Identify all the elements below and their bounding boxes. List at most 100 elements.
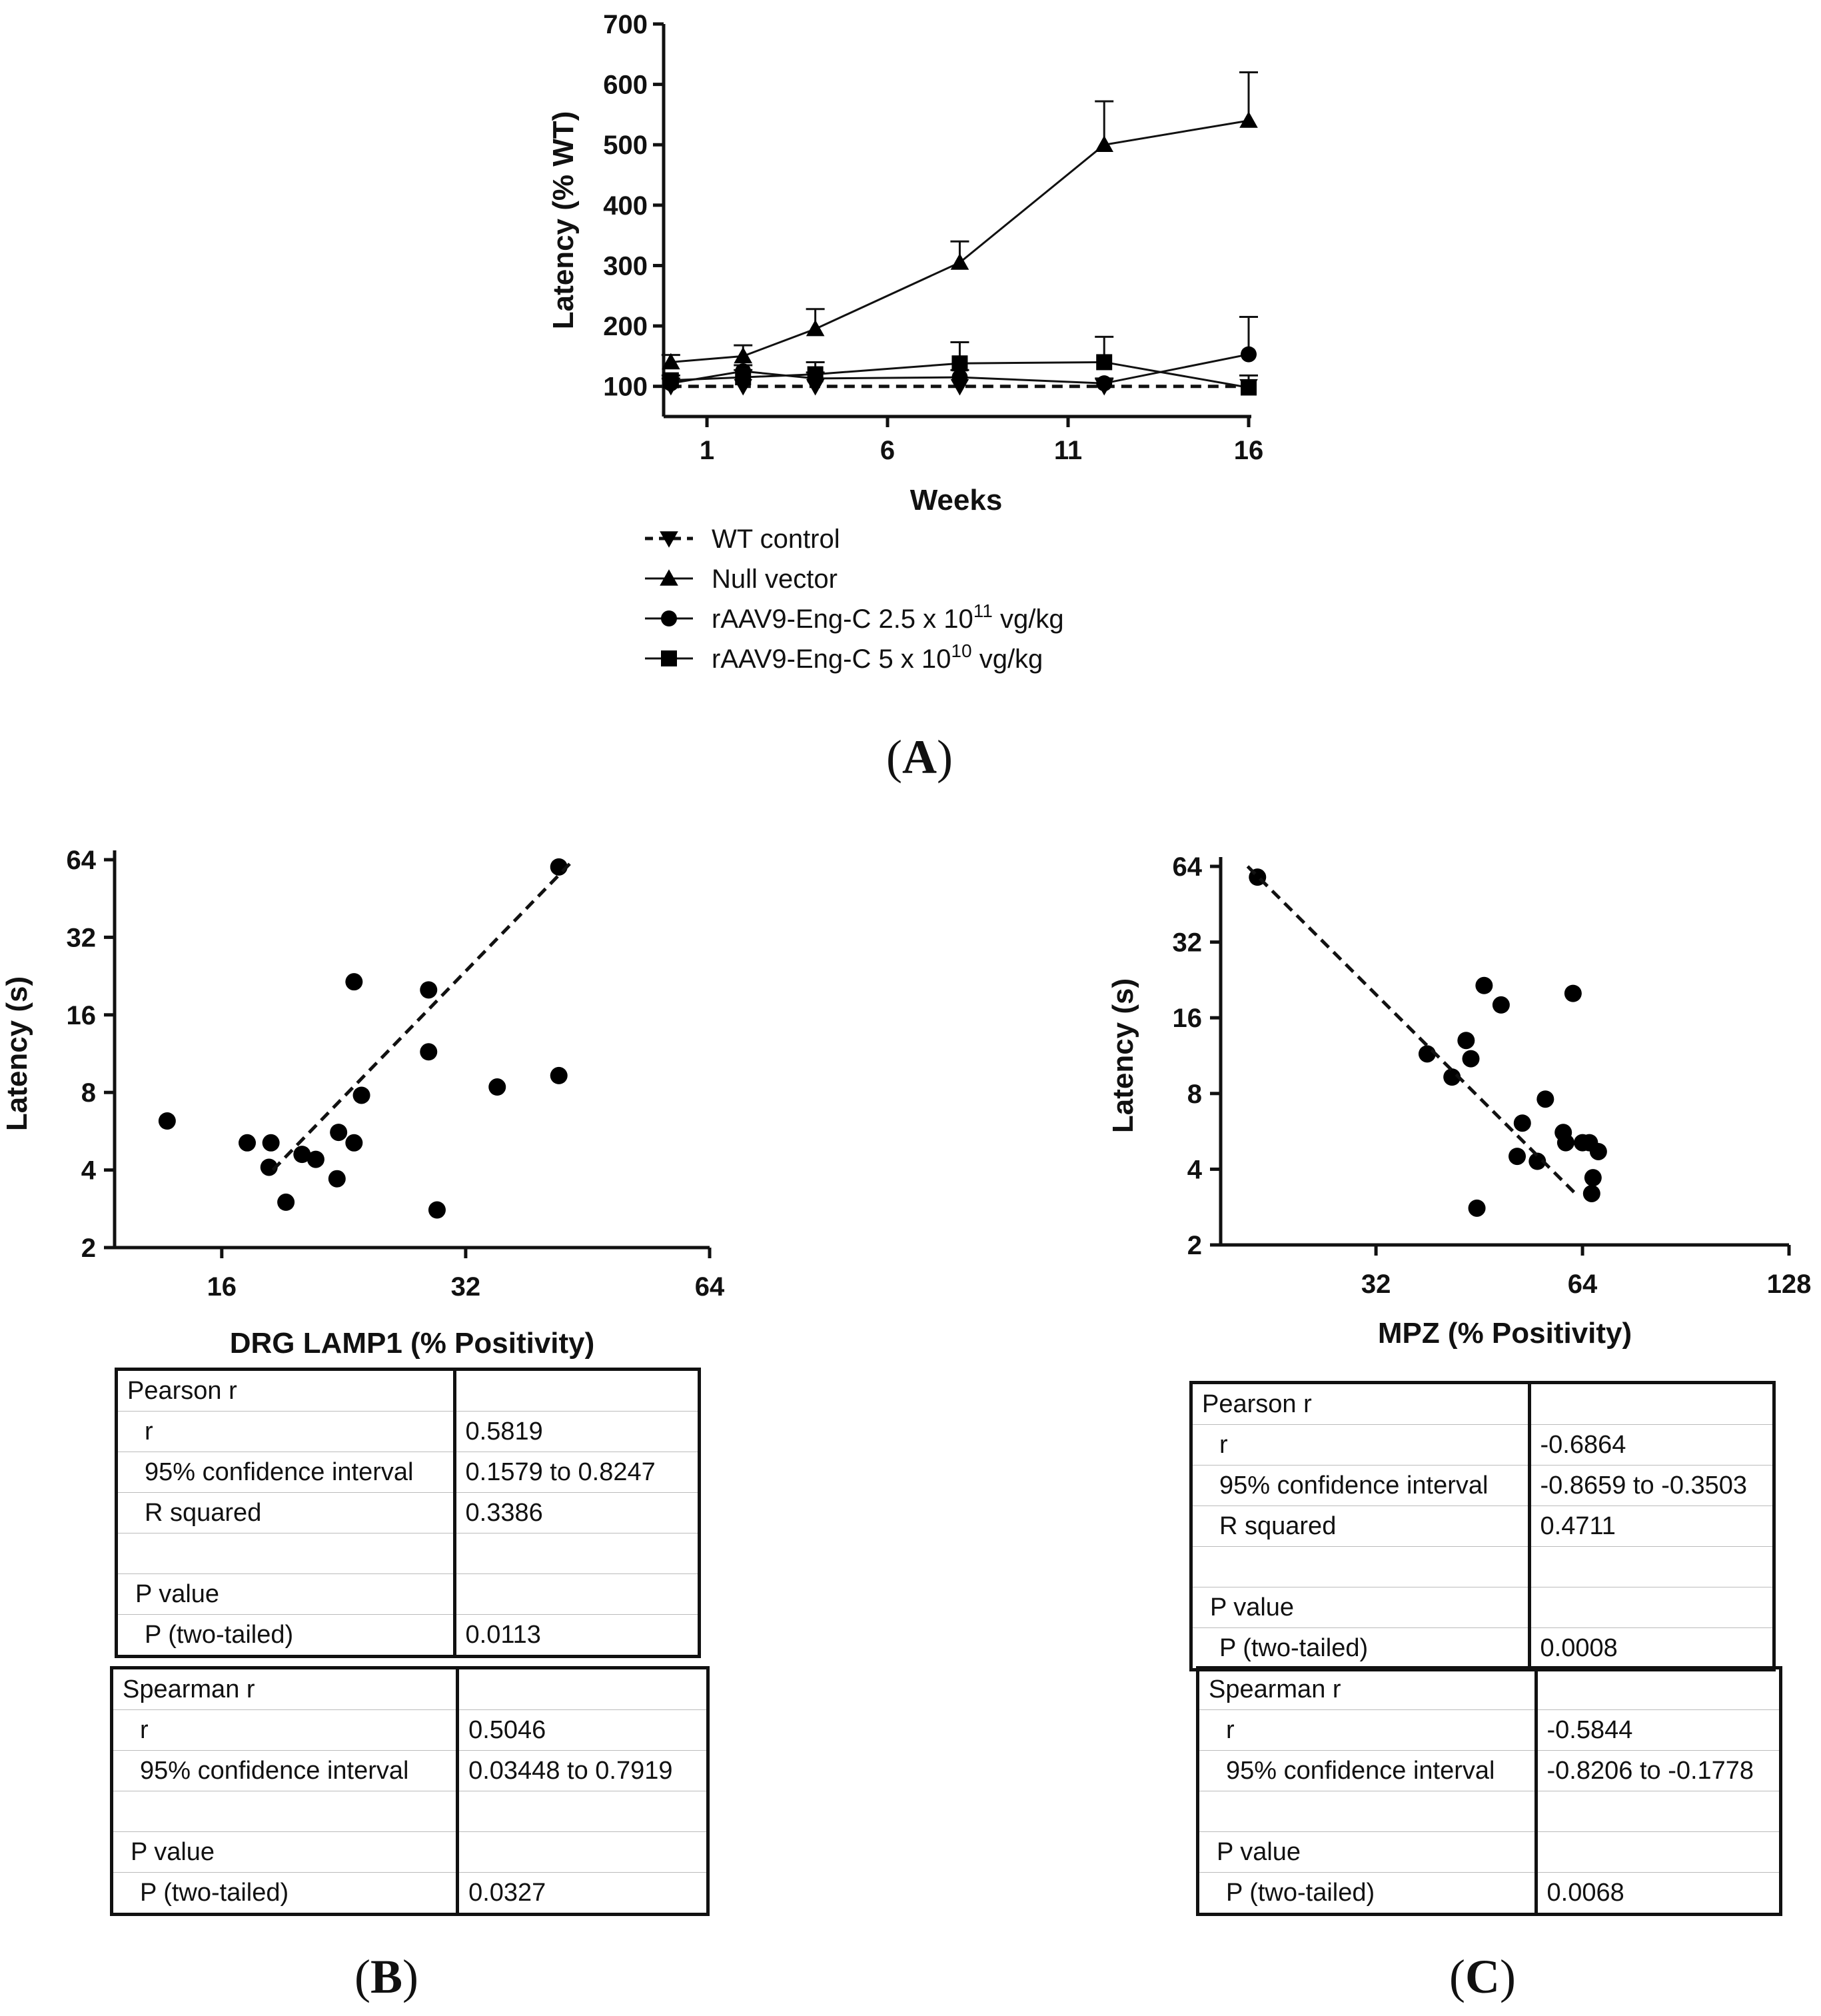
stats-label: P (two-tailed) <box>111 1872 460 1915</box>
data-point <box>428 1201 446 1219</box>
stats-row: P (two-tailed) 0.0068 <box>1197 1872 1781 1915</box>
data-point <box>1241 379 1257 396</box>
data-point <box>734 347 753 364</box>
x-tick-label-c: 128 <box>1767 1270 1812 1299</box>
data-point <box>806 319 825 337</box>
y-tick-label-a: 700 <box>603 10 648 39</box>
stats-row: P (two-tailed) 0.0008 <box>1191 1627 1774 1670</box>
stats-label <box>1197 1791 1538 1832</box>
stats-label: P value <box>111 1831 460 1873</box>
x-tick-label-a: 11 <box>1054 436 1082 465</box>
stats-value <box>1529 1383 1774 1425</box>
stats-row <box>1197 1791 1781 1832</box>
data-point <box>345 973 363 991</box>
stats-value: 0.0113 <box>454 1614 700 1657</box>
y-tick-label-b: 64 <box>67 846 97 875</box>
series-a-1 <box>661 71 1258 370</box>
stats-value: 0.5046 <box>457 1709 708 1751</box>
stats-table-b-spearman: Spearman r r 0.5046 95% confidence interval… <box>110 1666 710 1916</box>
data-point <box>1584 1169 1602 1187</box>
fit-line-b <box>271 858 575 1172</box>
data-point <box>328 1170 346 1188</box>
stats-value <box>454 1533 700 1574</box>
data-point <box>1418 1045 1436 1063</box>
data-point <box>807 366 824 383</box>
data-point <box>488 1078 506 1096</box>
x-tick-label-b: 64 <box>695 1272 725 1302</box>
panel-label-close-paren: ) <box>402 1950 418 2003</box>
data-point <box>420 1043 438 1061</box>
panel-label-open-paren: ( <box>354 1950 370 2003</box>
legend-marker-null <box>660 569 678 586</box>
stats-label: P value <box>1197 1831 1538 1873</box>
stats-row: R squared 0.4711 <box>1191 1506 1774 1547</box>
data-point <box>1513 1114 1531 1132</box>
stats-value <box>1536 1831 1781 1873</box>
stats-label: r <box>1197 1709 1538 1751</box>
y-tick-label-b: 4 <box>81 1156 97 1186</box>
data-point <box>951 369 968 386</box>
data-point <box>277 1193 295 1211</box>
data-point <box>306 1150 324 1168</box>
panel-label-close-paren: ) <box>1500 1950 1516 2003</box>
legend-label-high: rAAV9-Eng-C 2.5 x 1011 vg/kg <box>712 600 1064 634</box>
y-axis-label-a: Latency (% WT) <box>547 111 580 330</box>
stats-value <box>1536 1791 1781 1832</box>
scatter-points-c <box>1249 868 1607 1217</box>
stats-row: P value <box>1197 1831 1781 1873</box>
panel-label-letter: B <box>370 1950 402 2003</box>
data-point <box>1457 1032 1475 1050</box>
y-tick-label-c: 32 <box>1173 928 1203 958</box>
stats-label: r <box>116 1411 456 1452</box>
panel-label-open-paren: ( <box>1449 1950 1465 2003</box>
data-point <box>735 369 752 386</box>
stats-row: r -0.6864 <box>1191 1424 1774 1466</box>
panel-label-open-paren: ( <box>886 730 902 784</box>
stats-value: 0.0327 <box>457 1872 708 1915</box>
data-point <box>662 353 680 370</box>
stats-label: 95% confidence interval <box>1197 1750 1538 1791</box>
stats-value: -0.5844 <box>1536 1709 1781 1751</box>
stats-table-c-pearson: Pearson r r -0.6864 95% confidence interval… <box>1189 1381 1776 1671</box>
stats-row: P value <box>1191 1587 1774 1628</box>
legend-marker-high <box>661 610 677 626</box>
x-tick-label-b: 16 <box>207 1272 237 1302</box>
scatter-points-b <box>158 858 568 1219</box>
x-tick-label-a: 6 <box>880 436 895 465</box>
data-point <box>352 1086 370 1104</box>
stats-label: 95% confidence interval <box>1191 1465 1531 1506</box>
stats-value: 0.0008 <box>1529 1627 1774 1670</box>
stats-label: 95% confidence interval <box>116 1452 456 1493</box>
data-point <box>330 1124 348 1142</box>
y-tick-label-a: 600 <box>603 71 648 100</box>
stats-value <box>454 1573 700 1615</box>
legend-suffix: vg/kg <box>993 604 1064 634</box>
legend-text: rAAV9-Eng-C 2.5 x 10 <box>712 604 973 634</box>
y-tick-label-a: 100 <box>603 373 648 402</box>
y-tick-label-b: 2 <box>81 1234 96 1263</box>
y-tick-label-a: 300 <box>603 251 648 281</box>
legend-marker-low <box>661 650 677 666</box>
stats-row: P (two-tailed) 0.0327 <box>111 1872 708 1915</box>
stats-label: P (two-tailed) <box>116 1614 456 1657</box>
stats-value: 0.5819 <box>454 1411 700 1452</box>
stats-value: 0.0068 <box>1536 1872 1781 1915</box>
stats-row: 95% confidence interval -0.8206 to -0.177… <box>1197 1750 1781 1791</box>
stats-label <box>111 1791 460 1832</box>
stats-value: -0.8659 to -0.3503 <box>1529 1465 1774 1506</box>
stats-label: P (two-tailed) <box>1191 1627 1531 1670</box>
stats-value <box>1529 1587 1774 1628</box>
data-point <box>1096 354 1113 371</box>
stats-value <box>1529 1546 1774 1587</box>
stats-label: Pearson r <box>1191 1382 1531 1425</box>
data-point <box>1096 375 1113 392</box>
x-tick-label-c: 32 <box>1361 1270 1391 1299</box>
stats-row: Spearman r <box>1197 1667 1781 1710</box>
y-tick-label-c: 8 <box>1187 1080 1202 1109</box>
data-point <box>345 1134 363 1152</box>
y-tick-label-a: 200 <box>603 312 648 341</box>
stats-label: r <box>111 1709 460 1751</box>
stats-row: Spearman r <box>111 1667 708 1710</box>
data-point <box>662 372 679 389</box>
